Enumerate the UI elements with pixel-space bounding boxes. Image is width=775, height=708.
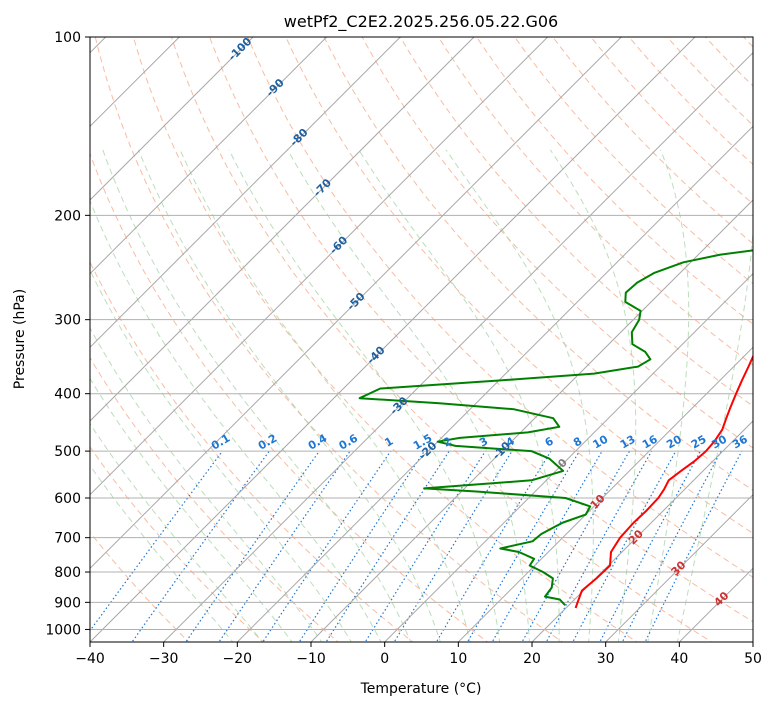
- x-tick-label: 20: [523, 651, 541, 667]
- plot-frame: [89, 36, 754, 643]
- isotherm-line: [162, 51, 753, 642]
- isotherm-line: [90, 37, 402, 349]
- y-tick-label: 100: [54, 30, 81, 46]
- moist-adiabat: [228, 149, 501, 642]
- y-tick-label: 1000: [45, 622, 81, 638]
- y-tick-label: 800: [54, 565, 81, 581]
- moist-adiabat: [676, 226, 753, 642]
- chart-title: wetPf2_C2E2.2025.256.05.22.G06: [284, 12, 558, 32]
- mixing-ratio-line: [325, 450, 450, 642]
- mixing-ratio-line: [218, 450, 351, 642]
- x-tick-label: 30: [597, 651, 615, 667]
- x-tick-label: −20: [223, 651, 253, 667]
- dry-adiabat: [514, 37, 753, 285]
- mixing-ratio-line: [185, 450, 320, 642]
- isotherm-line: [90, 37, 623, 570]
- x-tick-label: 40: [670, 651, 688, 667]
- isotherm-line: [457, 346, 753, 642]
- y-axis-label: Pressure (hPa): [12, 289, 28, 389]
- x-tick-label: −10: [296, 651, 326, 667]
- mixing-ratio-line: [466, 450, 580, 642]
- dry-adiabat: [476, 37, 753, 325]
- dry-adiabat: [90, 260, 414, 642]
- mixing-ratio-line: [393, 450, 513, 642]
- mixing-ratio-line: [572, 450, 677, 642]
- background-lines: [90, 37, 753, 642]
- dry-adiabat: [90, 152, 489, 642]
- isotherm-line: [531, 420, 753, 642]
- isotherm-line: [90, 37, 549, 496]
- isotherm-line: [90, 37, 696, 642]
- pressure-gridlines: [90, 37, 753, 630]
- dewpoint-line: [358, 249, 753, 606]
- moist-adiabat: [102, 149, 412, 642]
- profile-series: [358, 249, 753, 609]
- y-tick-label: 600: [54, 491, 81, 507]
- isotherm-line: [90, 37, 328, 275]
- moist-adiabat: [138, 149, 441, 642]
- temperature-line: [574, 354, 753, 609]
- isotherm-line: [310, 199, 753, 642]
- mixing-ratio-line: [599, 450, 702, 642]
- moist-adiabat: [445, 149, 594, 642]
- moist-adiabat: [90, 422, 264, 642]
- y-tick-label: 400: [54, 387, 81, 403]
- mixing-ratio-line: [262, 450, 392, 642]
- x-tick-label: 0: [380, 651, 389, 667]
- y-tick-label: 200: [54, 208, 81, 224]
- isotherm-line: [90, 37, 254, 201]
- y-tick-label: 700: [54, 531, 81, 547]
- x-tick-label: 10: [449, 651, 467, 667]
- moist-adiabat: [287, 149, 530, 642]
- y-tick-label: 300: [54, 313, 81, 329]
- moist-adiabat: [179, 149, 471, 642]
- mixing-ratio-line: [131, 450, 270, 642]
- y-axis: 100 200 300 400 500 600 700 800 900 1000: [45, 30, 90, 638]
- moist-adiabat: [549, 149, 637, 642]
- mixing-ratio-line: [621, 450, 722, 642]
- isotherm-line: [236, 125, 753, 642]
- moist-adiabat: [90, 327, 323, 642]
- x-axis-label: Temperature (°C): [360, 681, 482, 697]
- isotherm-line: [604, 493, 753, 642]
- isotherm-line: [90, 37, 475, 422]
- x-tick-label: −30: [149, 651, 179, 667]
- mixing-ratio-line: [298, 450, 425, 642]
- y-tick-label: 900: [54, 595, 81, 611]
- y-tick-label: 500: [54, 444, 81, 460]
- moist-adiabat: [90, 377, 293, 642]
- moist-adiabat: [647, 149, 690, 642]
- x-tick-label: −40: [75, 651, 105, 667]
- isotherm-line: [383, 272, 753, 642]
- mixing-ratio-line: [90, 450, 223, 632]
- x-tick-label: 50: [744, 651, 762, 667]
- moist-adiabat: [90, 199, 382, 642]
- x-axis: −40 −30 −20 −10 0 10 20 30 40 50: [75, 642, 762, 667]
